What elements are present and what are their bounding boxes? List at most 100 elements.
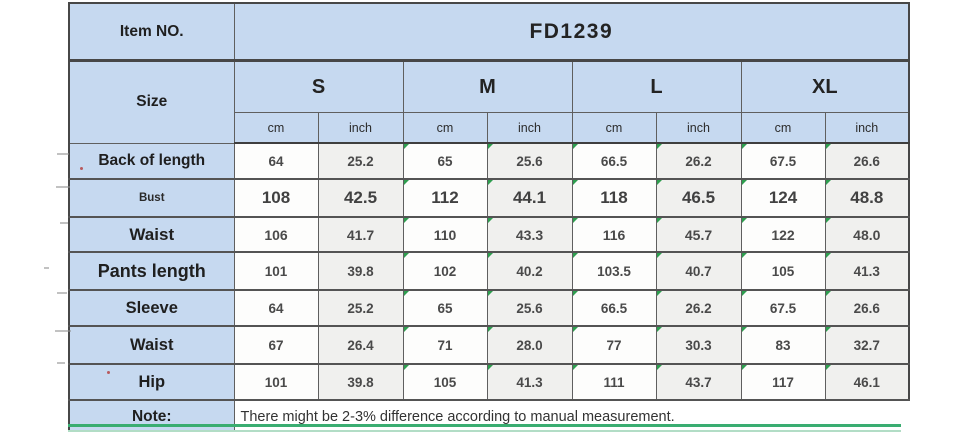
table-cell: 28.0 (486, 325, 573, 365)
table-cell: 108 (233, 178, 319, 218)
size-label: Size (68, 60, 235, 144)
stray-mark (44, 267, 49, 269)
table-cell: 41.7 (317, 216, 404, 253)
stray-dot (107, 371, 110, 374)
table-cell: 66.5 (571, 289, 657, 327)
table-cell: 67 (233, 325, 319, 365)
table-cell: 41.3 (486, 363, 573, 401)
stray-mark (56, 186, 70, 188)
table-cell: 32.7 (824, 325, 911, 365)
table-cell: 67.5 (740, 289, 826, 327)
table-cell: 39.8 (317, 363, 404, 401)
table-cell: 26.6 (824, 142, 911, 180)
unit-header-cm: cm (233, 112, 319, 144)
unit-header-cm: cm (740, 112, 826, 144)
row-label: Waist (68, 325, 235, 365)
table-cell: 111 (571, 363, 657, 401)
table-cell: 103.5 (571, 251, 657, 291)
note-label: Note: (68, 399, 235, 432)
note-text: There might be 2-3% difference according… (233, 399, 910, 432)
row-label: Sleeve (68, 289, 235, 327)
table-cell: 64 (233, 289, 319, 327)
table-cell: 110 (402, 216, 488, 253)
table-row: Waist 106 41.7 110 43.3 116 45.7 122 48.… (68, 216, 911, 253)
row-label: Pants length (68, 251, 235, 291)
table-row: Pants length 101 39.8 102 40.2 103.5 40.… (68, 251, 911, 291)
table-cell: 101 (233, 363, 319, 401)
table-cell: 46.5 (655, 178, 742, 218)
stray-mark (57, 153, 69, 155)
table-cell: 40.2 (486, 251, 573, 291)
table-cell: 41.3 (824, 251, 911, 291)
table-cell: 66.5 (571, 142, 657, 180)
size-header-xl: XL (740, 60, 911, 113)
table-cell: 64 (233, 142, 319, 180)
unit-header-inch: inch (317, 112, 404, 144)
unit-header-cm: cm (402, 112, 488, 144)
stray-mark (57, 362, 65, 364)
unit-header-row: cm inch cm inch cm inch cm inch (69, 112, 911, 144)
note-row: Note: There might be 2-3% difference acc… (68, 399, 910, 432)
table-cell: 25.2 (317, 142, 404, 180)
bottom-accent-line (68, 424, 901, 427)
table-cell: 42.5 (317, 178, 404, 218)
table-cell: 43.3 (486, 216, 573, 253)
table-cell: 105 (740, 251, 826, 291)
table-cell: 45.7 (655, 216, 742, 253)
table-cell: 112 (402, 178, 488, 218)
table-cell: 30.3 (655, 325, 742, 365)
unit-header-cm: cm (571, 112, 657, 144)
table-cell: 65 (402, 142, 488, 180)
table-cell: 25.2 (317, 289, 404, 327)
row-label: Waist (68, 216, 235, 253)
row-label: Bust (68, 178, 235, 218)
table-cell: 44.1 (486, 178, 573, 218)
table-cell: 83 (740, 325, 826, 365)
table-cell: 25.6 (486, 142, 573, 180)
bottom-accent-line-faint (68, 430, 901, 432)
size-header-s: S (233, 60, 404, 113)
table-cell: 26.4 (317, 325, 404, 365)
table-cell: 26.2 (655, 289, 742, 327)
table-cell: 71 (402, 325, 488, 365)
size-header-m: M (402, 60, 573, 113)
table-cell: 101 (233, 251, 319, 291)
stray-mark (57, 292, 67, 294)
table-cell: 118 (571, 178, 657, 218)
table-cell: 105 (402, 363, 488, 401)
table-cell: 67.5 (740, 142, 826, 180)
table-cell: 102 (402, 251, 488, 291)
table-cell: 117 (740, 363, 826, 401)
table-cell: 48.8 (824, 178, 911, 218)
table-cell: 122 (740, 216, 826, 253)
table-cell: 116 (571, 216, 657, 253)
table-cell: 124 (740, 178, 826, 218)
table-cell: 43.7 (655, 363, 742, 401)
table-cell: 25.6 (486, 289, 573, 327)
table-row: Waist 67 26.4 71 28.0 77 30.3 83 32.7 (68, 325, 911, 365)
table-cell: 65 (402, 289, 488, 327)
stray-mark (60, 222, 68, 224)
table-row: Sleeve 64 25.2 65 25.6 66.5 26.2 67.5 26… (68, 289, 911, 327)
table-cell: 77 (571, 325, 657, 365)
table-cell: 46.1 (824, 363, 911, 401)
item-number: FD1239 (233, 2, 911, 62)
table-cell: 26.2 (655, 142, 742, 180)
unit-header-inch: inch (486, 112, 573, 144)
table-cell: 40.7 (655, 251, 742, 291)
stray-dot (80, 167, 83, 170)
unit-header-inch: inch (655, 112, 742, 144)
table-cell: 48.0 (824, 216, 911, 253)
row-label: Back of length (68, 142, 235, 180)
stray-mark (55, 330, 71, 332)
table-row: Bust 108 42.5 112 44.1 118 46.5 124 48.8 (68, 178, 911, 218)
table-cell: 26.6 (824, 289, 911, 327)
size-header-row: Size S M L XL (68, 60, 911, 144)
table-cell: 39.8 (317, 251, 404, 291)
table-row: Hip 101 39.8 105 41.3 111 43.7 117 46.1 (68, 363, 911, 401)
size-header-l: L (571, 60, 742, 113)
table-cell: 106 (233, 216, 319, 253)
row-label: Hip (68, 363, 235, 401)
size-chart-table: Item NO. FD1239 Size S M L XL cm inch cm… (68, 2, 911, 432)
unit-header-inch: inch (824, 112, 911, 144)
